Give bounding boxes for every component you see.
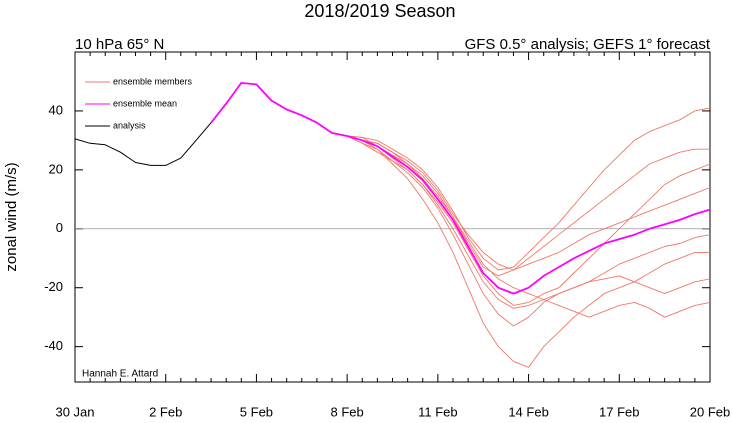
legend-label: ensemble mean bbox=[113, 98, 177, 108]
ensemble-member-line bbox=[210, 82, 710, 277]
x-tick-label: 5 Feb bbox=[240, 404, 273, 419]
series-line bbox=[74, 122, 212, 166]
x-tick-label: 14 Feb bbox=[508, 404, 548, 419]
ensemble-member-line bbox=[210, 82, 711, 309]
ensemble-member-line bbox=[210, 82, 711, 327]
subtitle-left: 10 hPa 65° N bbox=[75, 36, 164, 53]
y-tick-label: -20 bbox=[44, 279, 63, 294]
x-tick-label: 30 Jan bbox=[55, 404, 94, 419]
x-tick-label: 8 Feb bbox=[331, 404, 364, 419]
subtitle-right: GFS 0.5° analysis; GEFS 1° forecast bbox=[465, 36, 711, 53]
annotation: Hannah E. Attard bbox=[82, 369, 158, 380]
chart-title: 2018/2019 Season bbox=[304, 1, 455, 21]
x-tick-label: 20 Feb bbox=[690, 404, 730, 419]
legend-label: ensemble members bbox=[113, 76, 193, 86]
ensemble-member-line bbox=[210, 82, 711, 306]
series-line bbox=[210, 82, 711, 295]
y-tick-label: 40 bbox=[49, 102, 63, 117]
x-tick-label: 17 Feb bbox=[599, 404, 639, 419]
y-tick-label: -40 bbox=[44, 338, 63, 353]
y-tick-label: 0 bbox=[56, 220, 63, 235]
x-tick-label: 11 Feb bbox=[418, 404, 458, 419]
y-axis-label: zonal wind (m/s) bbox=[3, 162, 20, 271]
y-tick-label: 20 bbox=[49, 161, 63, 176]
x-tick-label: 2 Feb bbox=[149, 404, 182, 419]
legend-label: analysis bbox=[113, 120, 146, 130]
